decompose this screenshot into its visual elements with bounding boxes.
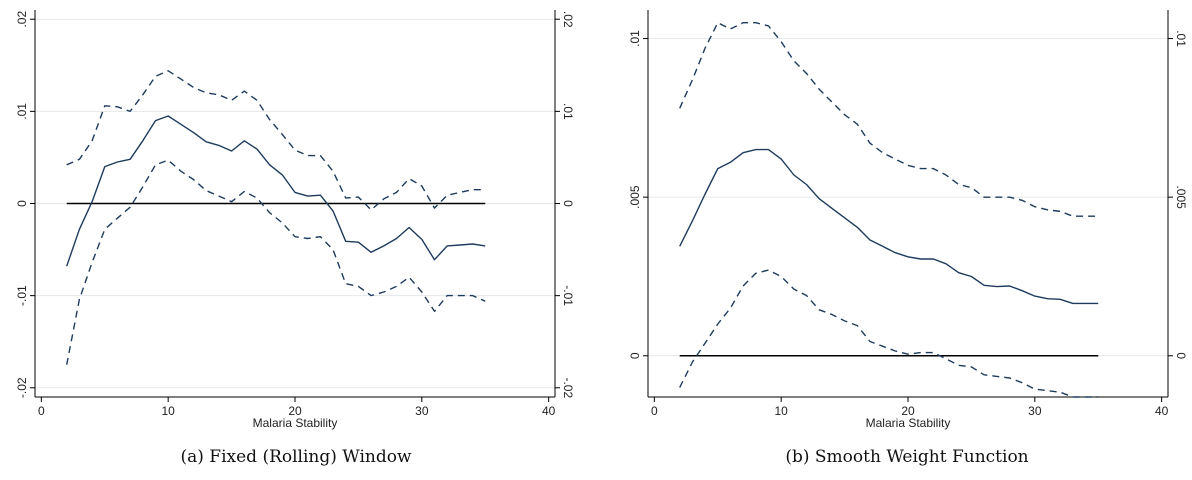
y-tick-label-right: .02 bbox=[561, 11, 575, 28]
x-tick-label: 0 bbox=[651, 404, 658, 418]
y-tick-label-left: .01 bbox=[628, 30, 642, 47]
x-axis-title: Malaria Stability bbox=[253, 416, 338, 430]
caption-a: (a) Fixed (Rolling) Window bbox=[180, 447, 411, 467]
estimate-line bbox=[66, 115, 486, 267]
y-tick-label-right: .01 bbox=[561, 103, 575, 120]
x-tick-label: 30 bbox=[415, 404, 429, 418]
x-tick-label: 20 bbox=[901, 404, 915, 418]
y-tick-label-right: .01 bbox=[1174, 30, 1188, 47]
y-tick-label-left: -.02 bbox=[15, 377, 29, 398]
caption-b: (b) Smooth Weight Function bbox=[785, 447, 1028, 467]
lower-ci-line bbox=[679, 269, 1099, 398]
x-tick-label: 0 bbox=[38, 404, 45, 418]
panel-a-chart: -.02 -.02 -.01 -.01 0 0 .01 .01 .02 .02 0 10 20 30 40 M… bbox=[15, 10, 575, 430]
y-tick-label-left: .01 bbox=[15, 103, 29, 120]
y-tick-label-right: -.02 bbox=[561, 377, 575, 398]
y-tick-label-right: -.01 bbox=[561, 285, 575, 306]
estimate-line bbox=[679, 148, 1099, 305]
x-tick-label: 40 bbox=[542, 404, 556, 418]
y-tick-label-right: .005 bbox=[1174, 185, 1188, 209]
x-tick-label: 10 bbox=[774, 404, 788, 418]
y-tick-label-left: 0 bbox=[15, 200, 29, 207]
y-tick-label-left: .005 bbox=[628, 185, 642, 209]
y-tick-label-left: -.01 bbox=[15, 285, 29, 306]
x-tick-label: 10 bbox=[161, 404, 175, 418]
x-axis-title: Malaria Stability bbox=[866, 416, 951, 430]
x-tick-label: 40 bbox=[1155, 404, 1169, 418]
y-tick-label-left: .02 bbox=[15, 11, 29, 28]
upper-ci-line bbox=[66, 70, 486, 211]
x-tick-label: 30 bbox=[1028, 404, 1042, 418]
panel-b-chart: 0 0 .005 .005 .01 .01 0 10 20 30 40 Malaria Stabili… bbox=[628, 10, 1188, 430]
x-tick-label: 20 bbox=[288, 404, 302, 418]
y-tick-label-left: 0 bbox=[628, 352, 642, 359]
y-tick-label-right: 0 bbox=[1174, 352, 1188, 359]
lower-ci-line bbox=[66, 159, 486, 365]
upper-ci-line bbox=[679, 22, 1099, 217]
y-tick-label-right: 0 bbox=[561, 200, 575, 207]
